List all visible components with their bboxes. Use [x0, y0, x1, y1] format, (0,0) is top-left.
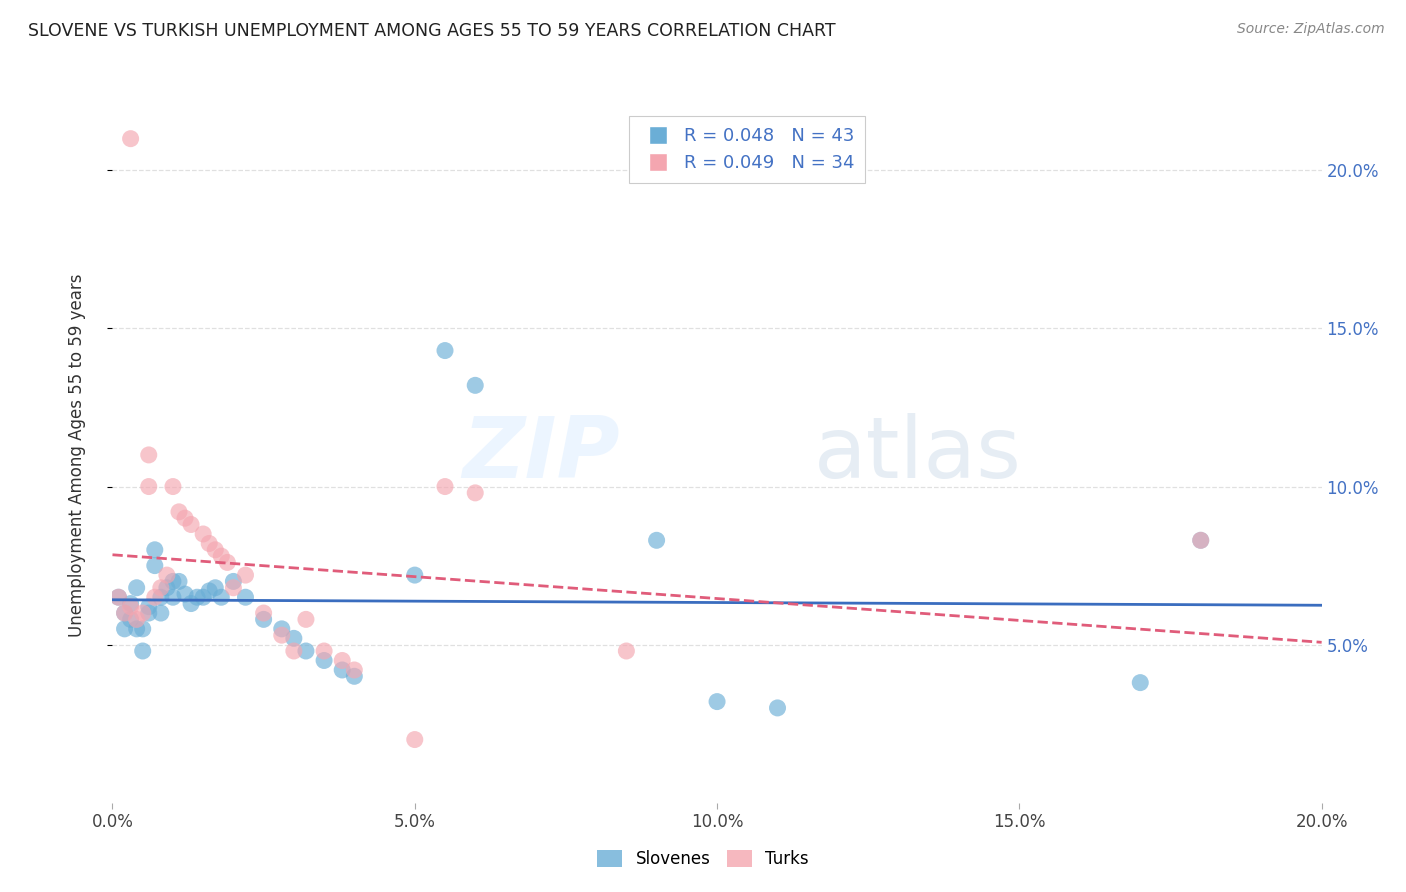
Point	[162, 574, 184, 589]
Point	[162, 591, 184, 605]
Point	[283, 644, 305, 658]
Point	[198, 583, 221, 598]
Point	[156, 568, 179, 582]
Point	[253, 612, 276, 626]
Point	[138, 479, 160, 493]
Point	[433, 479, 456, 493]
Point	[464, 486, 486, 500]
Text: ZIP: ZIP	[463, 413, 620, 497]
Point	[149, 581, 172, 595]
Point	[222, 574, 245, 589]
Point	[191, 591, 214, 605]
Point	[295, 644, 318, 658]
Point	[314, 644, 336, 658]
Point	[149, 591, 172, 605]
Legend: R = 0.048   N = 43, R = 0.049   N = 34: R = 0.048 N = 43, R = 0.049 N = 34	[630, 116, 865, 183]
Point	[295, 612, 318, 626]
Point	[156, 581, 179, 595]
Point	[235, 591, 257, 605]
Point	[198, 536, 221, 550]
Point	[186, 591, 208, 605]
Point	[167, 505, 190, 519]
Point	[120, 612, 142, 626]
Point	[143, 591, 166, 605]
Point	[270, 622, 292, 636]
Point	[114, 622, 136, 636]
Y-axis label: Unemployment Among Ages 55 to 59 years: Unemployment Among Ages 55 to 59 years	[67, 273, 86, 637]
Point	[253, 606, 276, 620]
Point	[138, 448, 160, 462]
Point	[404, 568, 426, 582]
Point	[107, 591, 129, 605]
Text: Source: ZipAtlas.com: Source: ZipAtlas.com	[1237, 22, 1385, 37]
Point	[222, 581, 245, 595]
Point	[209, 591, 232, 605]
Point	[1189, 533, 1212, 548]
Point	[270, 628, 292, 642]
Point	[766, 701, 789, 715]
Point	[209, 549, 232, 563]
Point	[404, 732, 426, 747]
Point	[143, 558, 166, 573]
Point	[167, 574, 190, 589]
Point	[125, 612, 148, 626]
Point	[180, 517, 202, 532]
Point	[464, 378, 486, 392]
Point	[114, 606, 136, 620]
Point	[204, 542, 226, 557]
Point	[132, 644, 155, 658]
Point	[149, 606, 172, 620]
Point	[138, 599, 160, 614]
Point	[162, 479, 184, 493]
Point	[180, 597, 202, 611]
Point	[114, 606, 136, 620]
Point	[174, 511, 197, 525]
Point	[107, 591, 129, 605]
Point	[330, 663, 353, 677]
Point	[120, 599, 142, 614]
Point	[343, 669, 366, 683]
Point	[616, 644, 638, 658]
Point	[120, 131, 142, 145]
Text: SLOVENE VS TURKISH UNEMPLOYMENT AMONG AGES 55 TO 59 YEARS CORRELATION CHART: SLOVENE VS TURKISH UNEMPLOYMENT AMONG AG…	[28, 22, 835, 40]
Point	[217, 556, 239, 570]
Point	[343, 663, 366, 677]
Point	[645, 533, 668, 548]
Point	[1129, 675, 1152, 690]
Point	[191, 527, 214, 541]
Point	[143, 542, 166, 557]
Point	[125, 622, 148, 636]
Point	[132, 606, 155, 620]
Point	[138, 606, 160, 620]
Point	[283, 632, 305, 646]
Point	[174, 587, 197, 601]
Point	[330, 653, 353, 667]
Point	[120, 597, 142, 611]
Point	[433, 343, 456, 358]
Point	[235, 568, 257, 582]
Text: atlas: atlas	[814, 413, 1022, 497]
Point	[204, 581, 226, 595]
Point	[132, 622, 155, 636]
Legend: Slovenes, Turks: Slovenes, Turks	[591, 843, 815, 875]
Point	[125, 581, 148, 595]
Point	[1189, 533, 1212, 548]
Point	[706, 695, 728, 709]
Point	[314, 653, 336, 667]
